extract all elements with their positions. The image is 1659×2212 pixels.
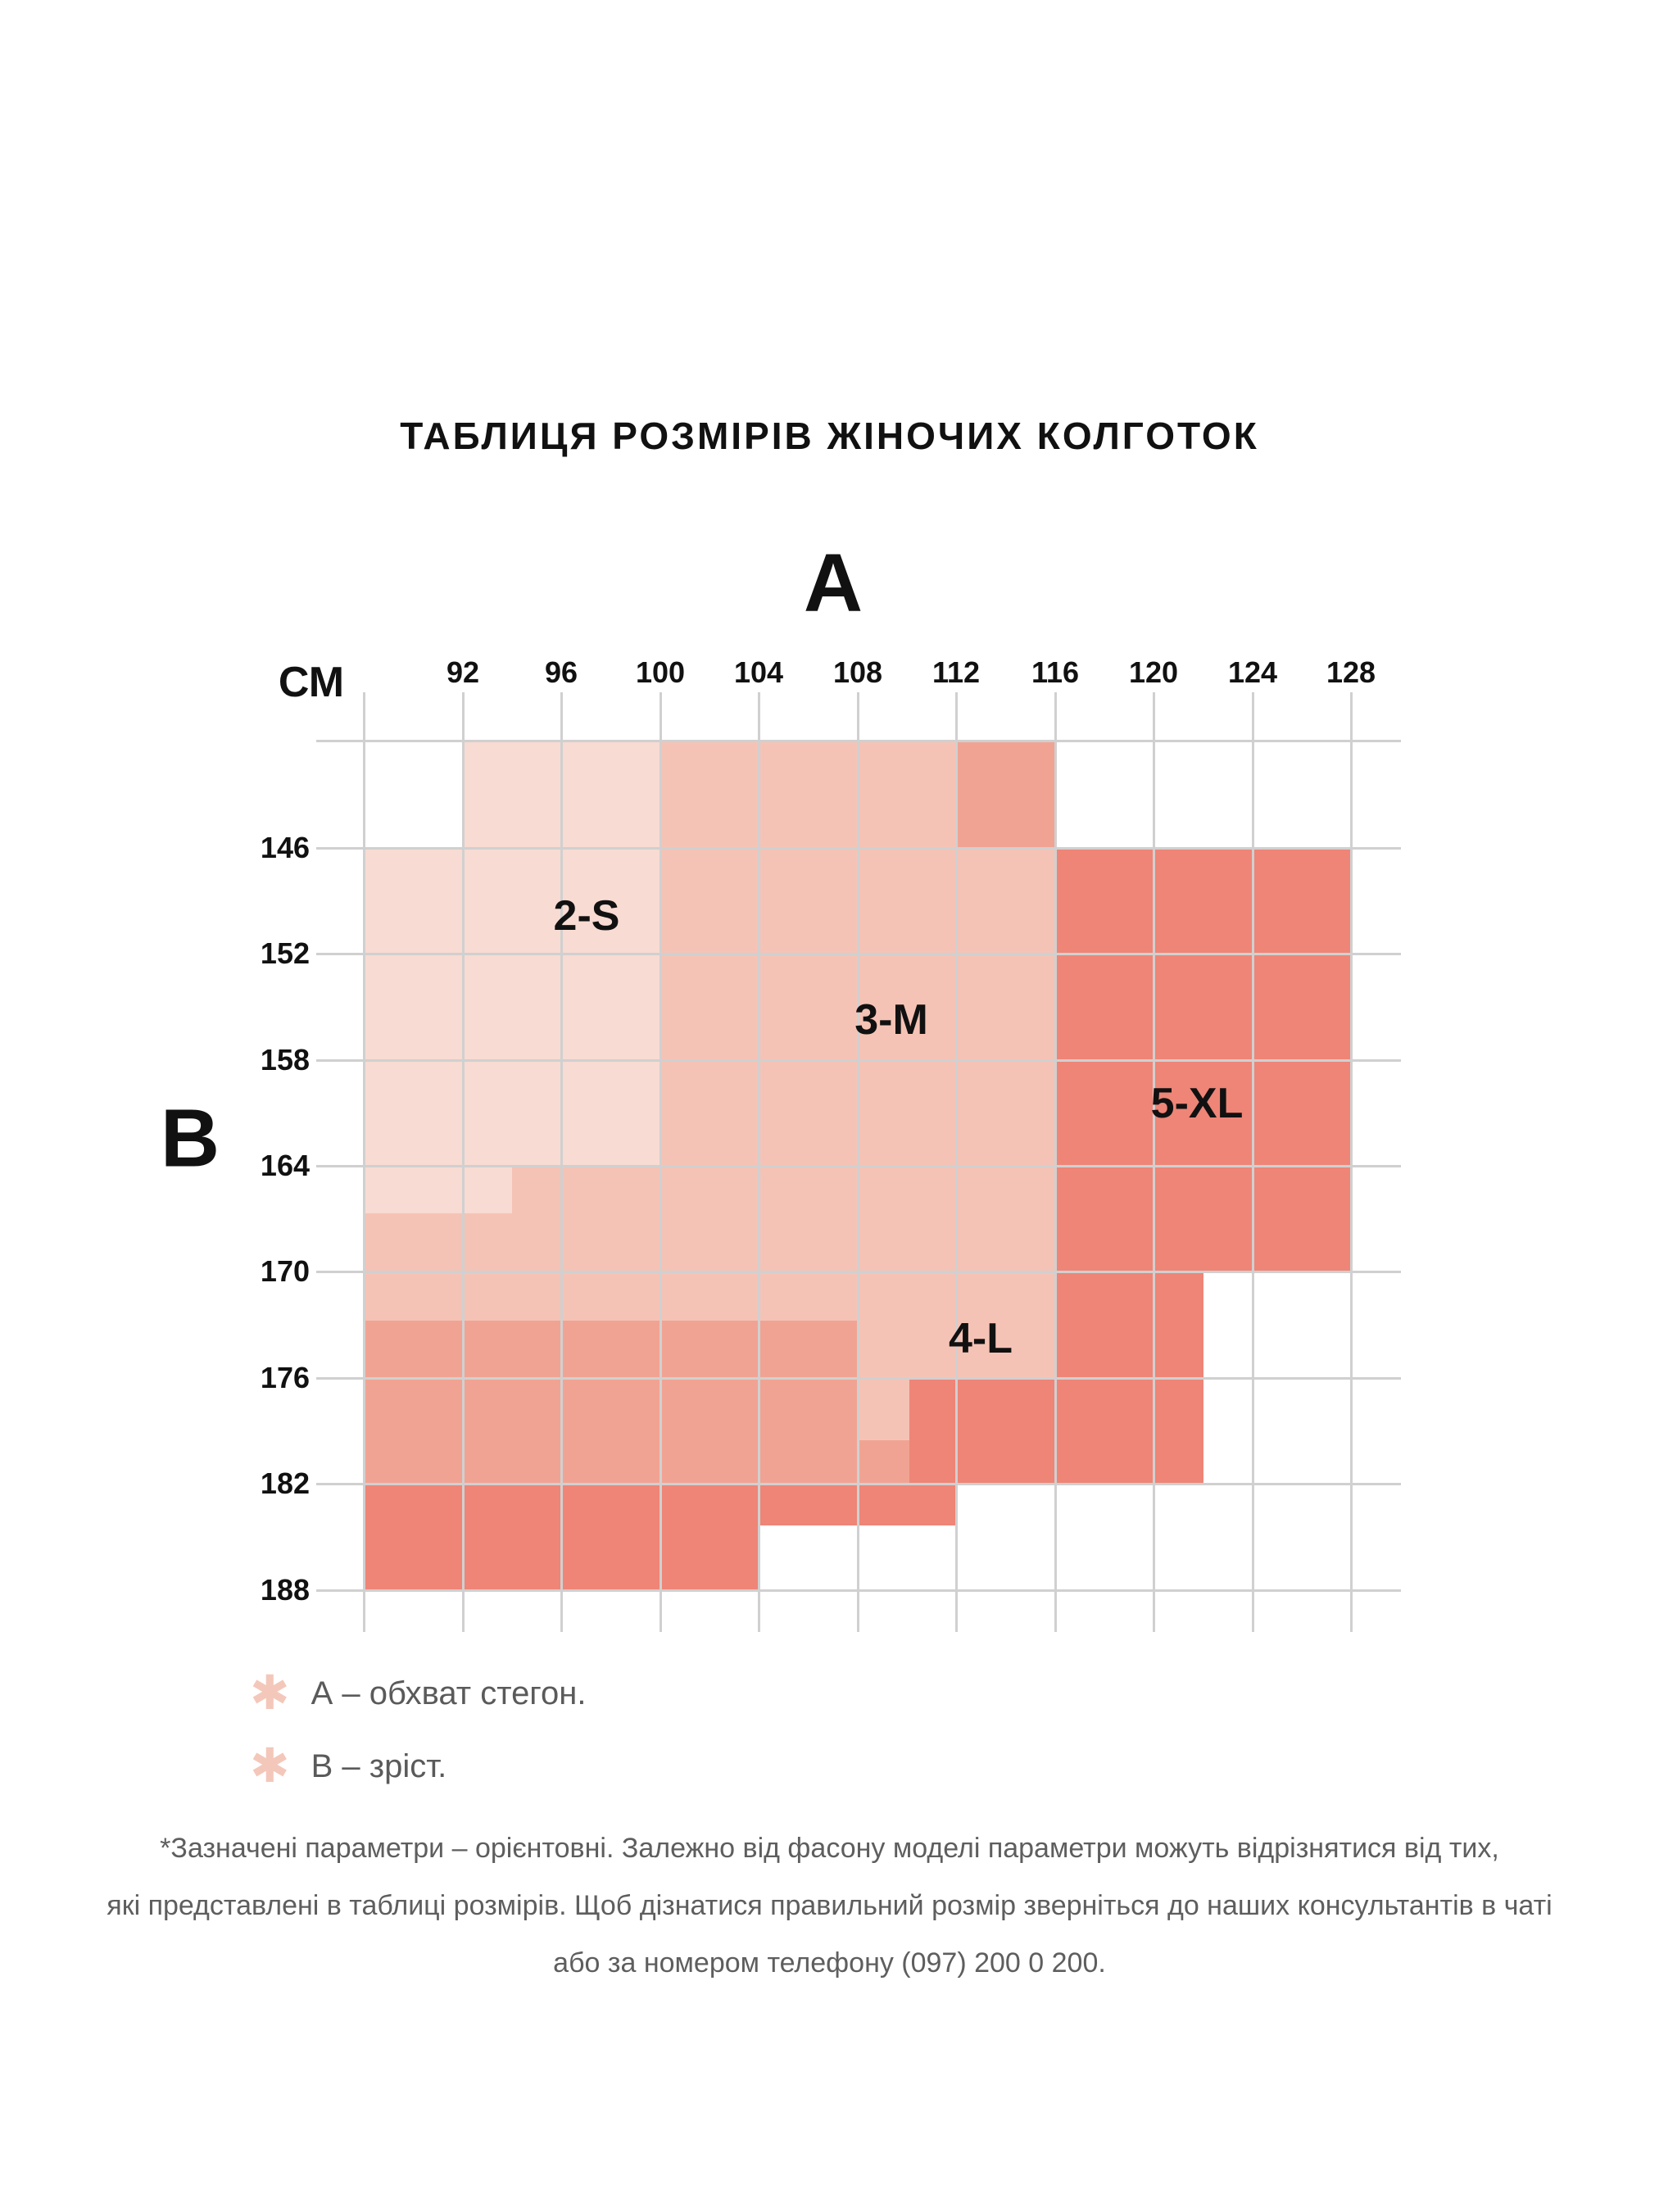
legend-item-a: ✱ А – обхват стегон. bbox=[250, 1670, 586, 1717]
row-tick-152: 152 bbox=[260, 936, 310, 970]
x-axis-letter: А bbox=[803, 537, 863, 629]
grid-line-vertical bbox=[954, 692, 958, 1632]
cell-region-2-s bbox=[364, 1166, 512, 1213]
col-tick-124: 124 bbox=[1227, 655, 1278, 689]
grid-line-horizontal bbox=[316, 1589, 1401, 1592]
grid-line-vertical bbox=[1152, 692, 1155, 1632]
col-tick-120: 120 bbox=[1128, 655, 1179, 689]
grid-line-horizontal bbox=[316, 1058, 1401, 1062]
grid-line-vertical bbox=[560, 692, 563, 1632]
cell-region-3-m bbox=[364, 1271, 858, 1321]
legend: ✱ А – обхват стегон. ✱ В – зріст. bbox=[250, 1670, 586, 1790]
col-tick-100: 100 bbox=[635, 655, 686, 689]
grid-line-vertical bbox=[1054, 692, 1057, 1632]
footnote-line: *Зазначені параметри – орієнтовні. Залеж… bbox=[160, 1833, 1499, 1864]
col-tick-96: 96 bbox=[544, 655, 578, 689]
grid-line-horizontal bbox=[316, 1376, 1401, 1380]
cell-region-4-l bbox=[364, 1321, 858, 1378]
col-tick-92: 92 bbox=[446, 655, 480, 689]
asterisk-icon: ✱ bbox=[250, 1739, 290, 1793]
col-tick-116: 116 bbox=[1031, 655, 1080, 689]
grid-line-vertical bbox=[659, 692, 662, 1632]
col-tick-128: 128 bbox=[1326, 655, 1376, 689]
size-label-4-l: 4-L bbox=[949, 1315, 1013, 1362]
grid-line-horizontal bbox=[316, 846, 1401, 850]
col-tick-104: 104 bbox=[733, 655, 784, 689]
grid-line-vertical bbox=[856, 692, 859, 1632]
col-tick-108: 108 bbox=[832, 655, 883, 689]
grid-line-horizontal bbox=[316, 1482, 1401, 1485]
grid-line-vertical bbox=[362, 692, 365, 1632]
grid-line-horizontal bbox=[316, 952, 1401, 955]
cell-region-5-xl bbox=[1055, 1271, 1203, 1378]
legend-text-a: А – обхват стегон. bbox=[310, 1675, 587, 1711]
axis-unit-label: СМ bbox=[278, 659, 345, 706]
size-label-2-s: 2-S bbox=[553, 892, 620, 940]
grid-line-horizontal bbox=[316, 1164, 1401, 1167]
row-tick-146: 146 bbox=[260, 831, 310, 864]
footnote: *Зазначені параметри – орієнтовні. Залеж… bbox=[0, 1820, 1659, 1992]
grid-line-vertical bbox=[1349, 692, 1353, 1632]
row-tick-182: 182 bbox=[260, 1466, 310, 1500]
row-tick-164: 164 bbox=[260, 1149, 310, 1182]
grid-line-vertical bbox=[461, 692, 465, 1632]
cell-region-4-l bbox=[364, 1378, 858, 1484]
cell-region-3-m bbox=[660, 741, 956, 848]
cell-region-4-l bbox=[956, 741, 1055, 848]
cell-region-5-xl bbox=[909, 1378, 1203, 1484]
page-title: ТАБЛИЦЯ РОЗМІРІВ ЖІНОЧИХ КОЛГОТОК bbox=[400, 415, 1259, 457]
row-tick-176: 176 bbox=[260, 1361, 310, 1394]
footnote-line: або за номером телефону (097) 200 0 200. bbox=[553, 1947, 1106, 1979]
row-tick-158: 158 bbox=[260, 1043, 310, 1077]
legend-item-b: ✱ В – зріст. bbox=[250, 1743, 586, 1790]
size-label-3-m: 3-M bbox=[854, 996, 928, 1044]
asterisk-icon: ✱ bbox=[250, 1666, 290, 1720]
legend-text-b: В – зріст. bbox=[310, 1747, 447, 1784]
grid-line-horizontal bbox=[316, 739, 1401, 742]
cell-region-3-m bbox=[858, 1378, 909, 1440]
row-tick-188: 188 bbox=[260, 1573, 310, 1607]
cell-region-2-s bbox=[364, 848, 660, 1166]
col-tick-112: 112 bbox=[931, 655, 981, 689]
y-axis-letter: В bbox=[160, 1092, 220, 1185]
footnote-line: які представлені в таблиці розмірів. Щоб… bbox=[107, 1890, 1552, 1921]
grid-line-horizontal bbox=[316, 1270, 1401, 1273]
size-label-5-xl: 5-XL bbox=[1150, 1080, 1244, 1127]
grid-line-vertical bbox=[757, 692, 760, 1632]
grid-line-vertical bbox=[1251, 692, 1254, 1632]
cell-region-4-l bbox=[858, 1440, 909, 1484]
row-tick-170: 170 bbox=[260, 1254, 310, 1288]
